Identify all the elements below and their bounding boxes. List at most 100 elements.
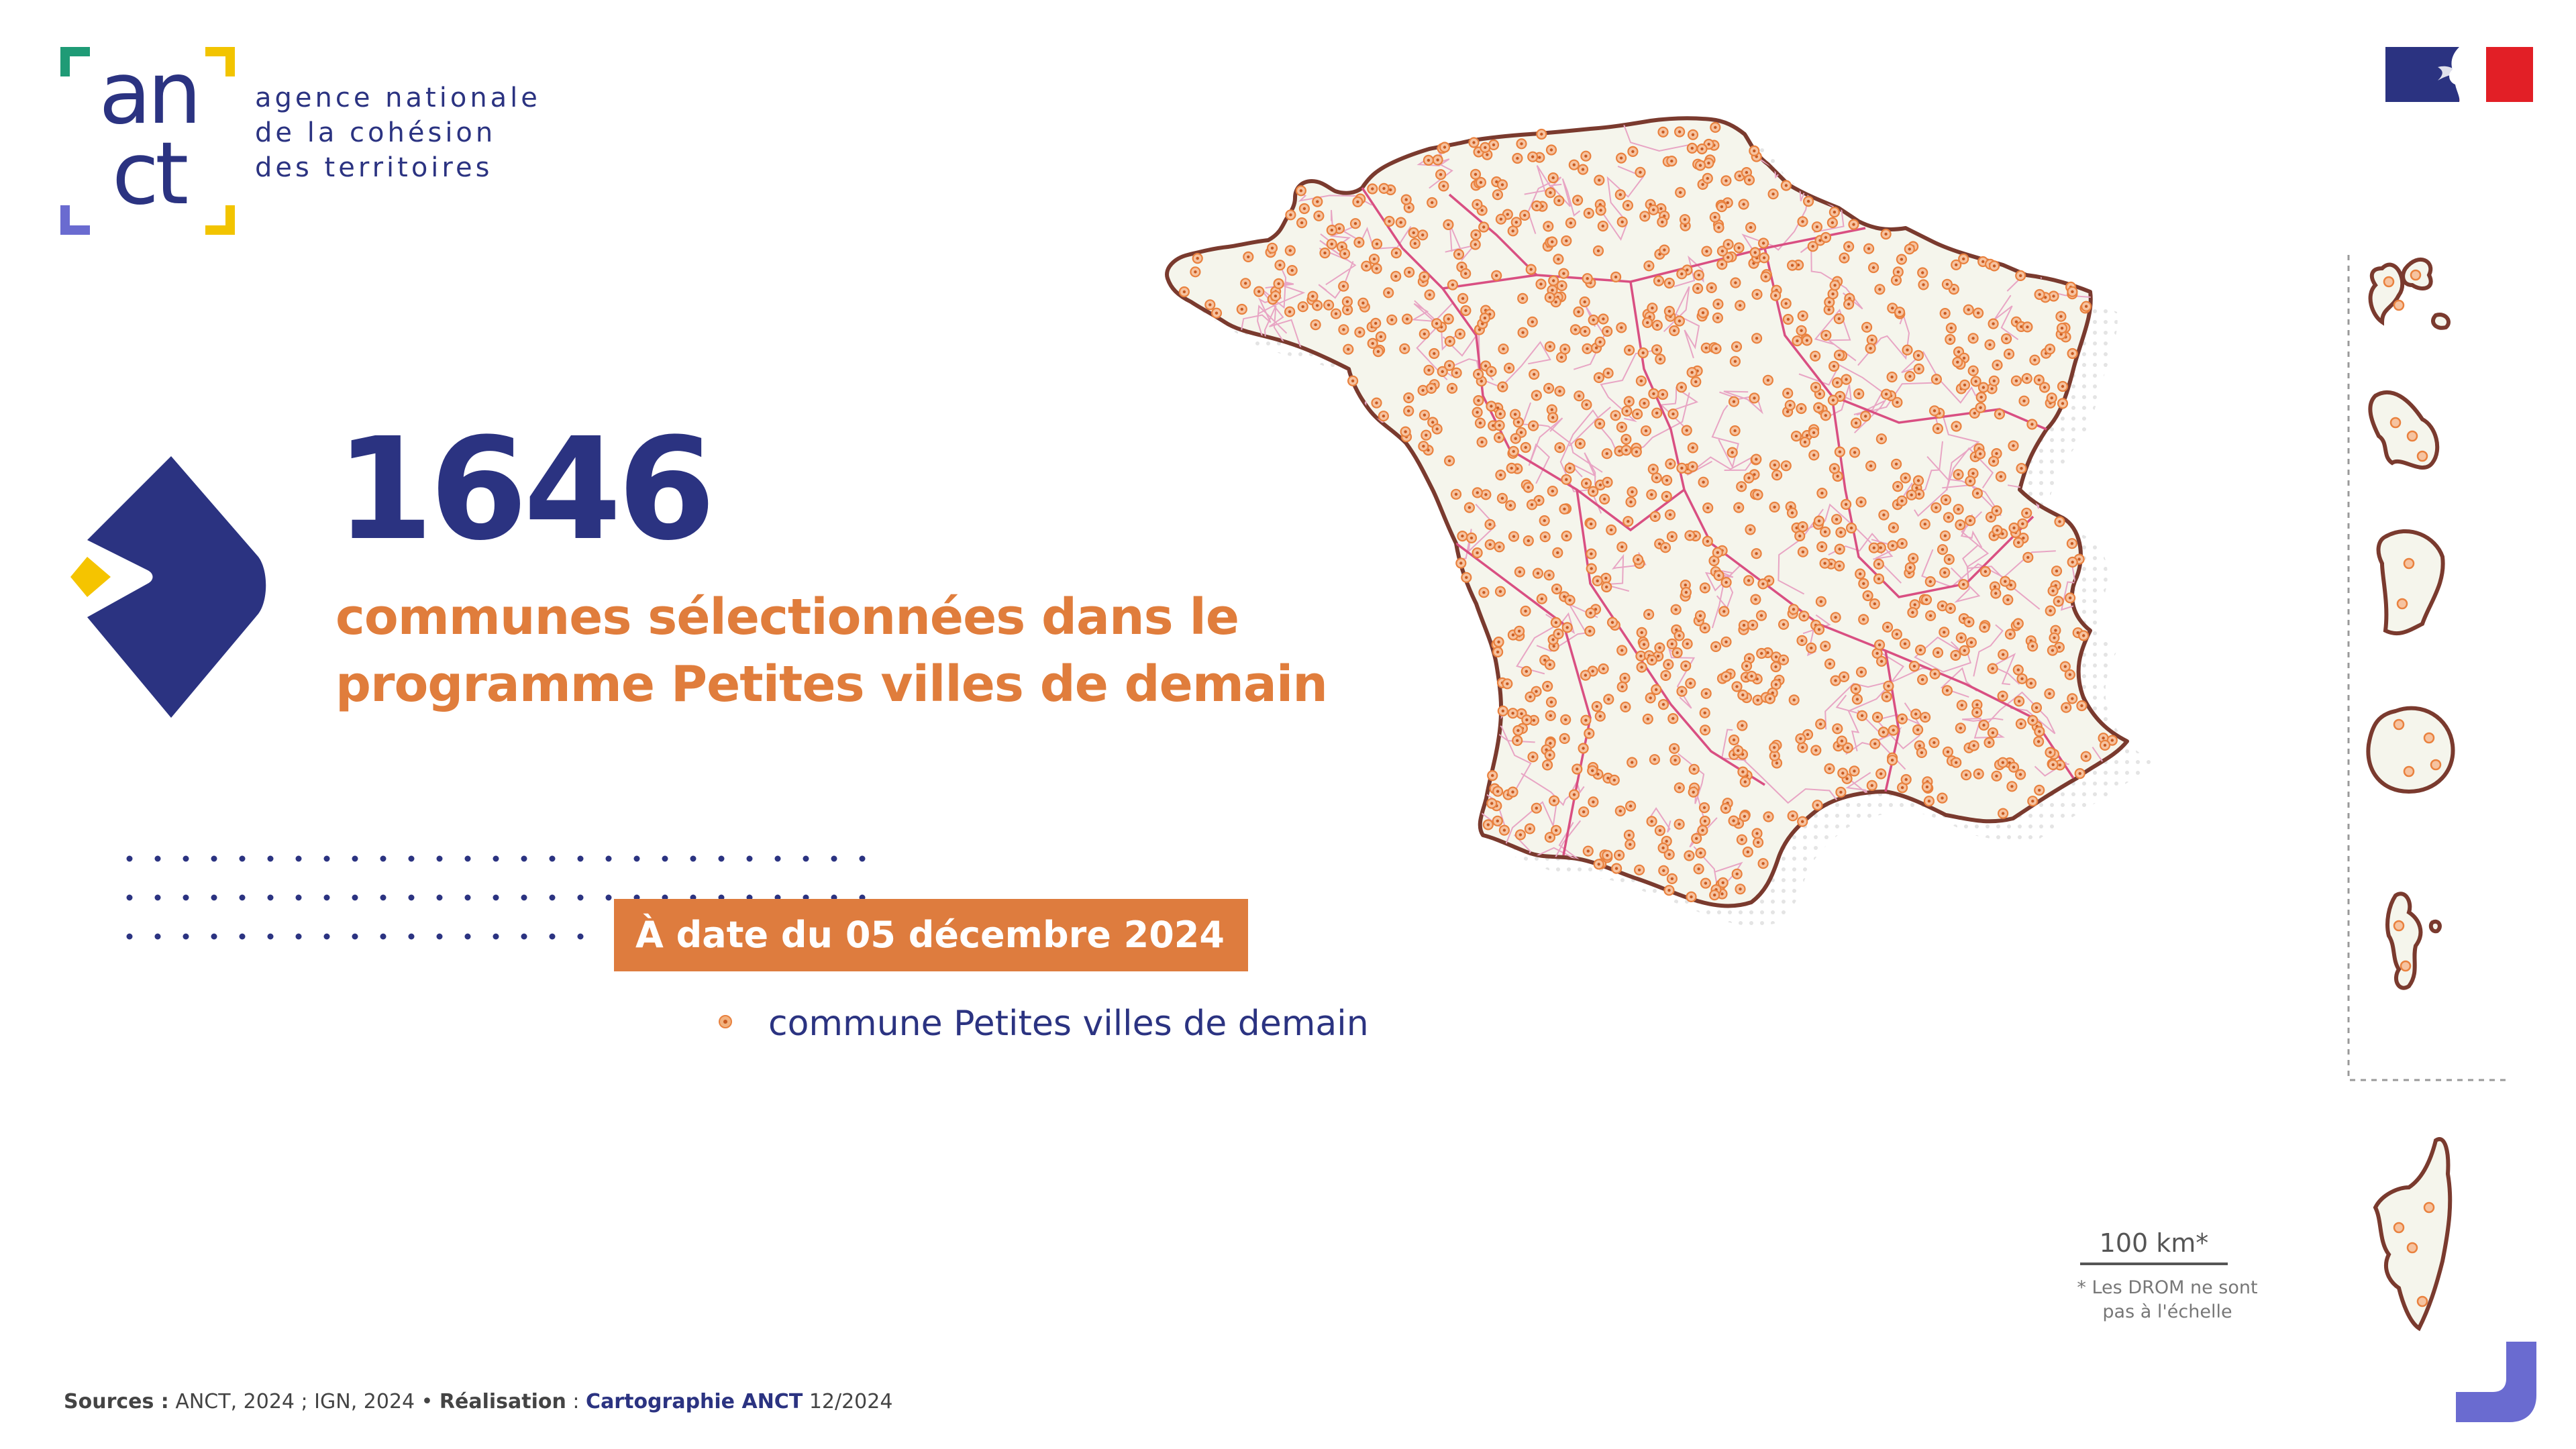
commune-marker-center xyxy=(1838,564,1841,568)
commune-marker-center xyxy=(1465,576,1468,579)
commune-marker-center xyxy=(2037,740,2041,743)
department-boundary xyxy=(1235,808,1333,898)
department-boundary xyxy=(1207,630,1263,668)
department-boundary xyxy=(1225,633,1300,696)
commune-marker-center xyxy=(1704,692,1708,695)
commune-marker-center xyxy=(1988,741,1991,745)
commune-marker-center xyxy=(1784,184,1788,187)
commune-marker-center xyxy=(1843,256,1846,260)
commune-marker-center xyxy=(1554,621,1558,625)
commune-marker-center xyxy=(1688,534,1692,537)
department-boundary xyxy=(1260,552,1310,582)
commune-marker-center xyxy=(1527,539,1530,543)
commune-marker-center xyxy=(1619,156,1623,160)
commune-marker-center xyxy=(1661,220,1664,224)
commune-marker-center xyxy=(1916,354,1920,358)
commune-marker-center xyxy=(1549,714,1552,717)
commune-marker-center xyxy=(1399,221,1402,224)
overseas-commune-marker xyxy=(2416,1295,2428,1307)
commune-marker-center xyxy=(1678,319,1682,323)
commune-marker-center xyxy=(1620,685,1624,689)
sources-label: Sources : xyxy=(64,1390,169,1413)
commune-marker-center xyxy=(1598,422,1602,425)
commune-marker-center xyxy=(1740,485,1743,488)
commune-marker-center xyxy=(1532,718,1536,722)
overseas-commune-marker xyxy=(2406,1242,2418,1254)
commune-marker-center xyxy=(1941,796,1944,800)
commune-marker-center xyxy=(1316,200,1319,203)
commune-marker-center xyxy=(1824,414,1827,417)
commune-marker-center xyxy=(1714,125,1717,129)
commune-marker-center xyxy=(1820,545,1824,549)
inset-corse xyxy=(2373,1137,2453,1332)
commune-marker-center xyxy=(1782,658,1786,661)
logo-word-ct: ct xyxy=(111,124,189,224)
commune-marker-center xyxy=(2078,771,2081,775)
commune-marker-center xyxy=(1894,278,1898,282)
commune-marker-center xyxy=(1801,314,1804,317)
commune-marker-center xyxy=(1574,328,1578,331)
commune-marker-center xyxy=(1436,158,1439,162)
commune-marker-center xyxy=(1975,492,1979,495)
grid-dot xyxy=(380,855,387,862)
commune-marker-center xyxy=(1855,698,1859,701)
commune-marker-center xyxy=(1670,535,1674,539)
commune-marker-center xyxy=(1839,531,1843,534)
commune-marker-center xyxy=(1857,392,1861,396)
logo-bracket-top-right xyxy=(205,47,235,76)
grid-dot xyxy=(690,855,697,862)
commune-marker-center xyxy=(1582,810,1586,814)
commune-marker-center xyxy=(1546,684,1549,688)
department-boundary xyxy=(1416,157,1453,189)
commune-marker-center xyxy=(1767,579,1771,582)
agency-name-line: agence nationale xyxy=(255,83,541,113)
grid-dot xyxy=(126,855,133,862)
grid-dot xyxy=(436,855,443,862)
commune-marker-center xyxy=(1782,623,1786,626)
region-boundary xyxy=(1763,248,2047,431)
commune-marker-center xyxy=(1920,678,1924,682)
commune-marker-center xyxy=(1844,502,1848,506)
commune-marker-center xyxy=(2001,694,2004,698)
department-boundary xyxy=(1678,753,1718,848)
commune-marker-center xyxy=(1944,498,1948,502)
commune-marker-center xyxy=(1604,576,1608,580)
commune-marker-center xyxy=(1412,231,1415,235)
commune-marker-center xyxy=(1563,595,1566,598)
department-boundary xyxy=(1222,588,1260,680)
commune-marker-center xyxy=(1548,663,1551,666)
commune-marker-center xyxy=(1845,378,1848,381)
commune-marker-center xyxy=(1565,239,1568,243)
commune-marker-center xyxy=(1998,413,2002,416)
commune-marker-center xyxy=(1495,180,1498,184)
commune-marker-center xyxy=(1557,632,1560,636)
commune-marker-center xyxy=(1906,348,1909,352)
commune-marker-center xyxy=(2016,622,2020,625)
commune-marker-center xyxy=(1460,265,1463,269)
commune-marker-center xyxy=(1814,749,1818,752)
commune-marker-center xyxy=(1831,221,1835,225)
grid-dot xyxy=(493,933,499,940)
commune-marker-center xyxy=(1691,446,1694,449)
commune-marker-center xyxy=(1928,580,1932,584)
commune-marker-center xyxy=(1817,406,1820,409)
commune-marker-center xyxy=(1464,309,1467,313)
commune-marker-center xyxy=(1697,273,1700,277)
overseas-territories-insets xyxy=(2347,255,2506,1332)
commune-marker-center xyxy=(1732,400,1736,403)
commune-marker-center xyxy=(1760,651,1763,655)
commune-marker-center xyxy=(1589,611,1592,614)
commune-marker-center xyxy=(2022,536,2025,540)
commune-marker-center xyxy=(1724,640,1728,643)
commune-marker-center xyxy=(1755,552,1758,555)
commune-marker-center xyxy=(1599,209,1602,212)
commune-marker-center xyxy=(1774,655,1778,659)
commune-marker-center xyxy=(1916,728,1920,732)
overseas-commune-marker xyxy=(2403,765,2415,777)
commune-marker-center xyxy=(1686,642,1689,645)
commune-marker-center xyxy=(1606,480,1609,484)
commune-marker-center xyxy=(1823,561,1826,565)
commune-marker-center xyxy=(1834,679,1837,682)
commune-marker-center xyxy=(1746,850,1749,854)
commune-marker-center xyxy=(1828,767,1831,771)
